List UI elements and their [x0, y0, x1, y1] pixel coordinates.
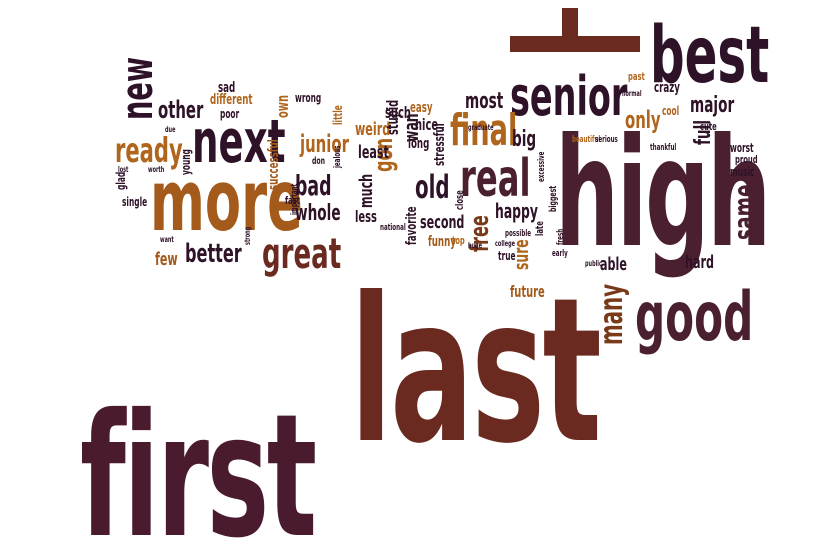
cloud-word-graduate: graduate	[468, 123, 494, 133]
cloud-word-stressful: stressful	[431, 123, 448, 166]
cloud-word-whole: whole	[295, 201, 341, 226]
cloud-word-senior: senior	[510, 65, 628, 129]
cloud-word-excessive: excessive	[536, 152, 547, 182]
cloud-word-most: most	[465, 89, 503, 114]
cloud-word-lost: lost	[118, 165, 129, 175]
cloud-word-strong: strong	[243, 227, 253, 245]
cloud-word-real: real	[460, 149, 531, 209]
cloud-word-crazy: crazy	[654, 79, 680, 96]
cloud-word-next: next	[192, 107, 285, 177]
cloud-word-full: full	[691, 120, 716, 145]
cloud-word-much: much	[355, 174, 377, 208]
cloud-word-national: national	[380, 222, 406, 233]
cloud-word-young: young	[180, 149, 193, 175]
cloud-word-old: old	[415, 169, 450, 206]
cloud-word-cute: cute	[700, 122, 717, 134]
cloud-word-sure: sure	[510, 239, 533, 270]
cloud-word-own: own	[275, 95, 293, 118]
cloud-word-little: little	[332, 105, 345, 125]
cloud-word-early: early	[552, 248, 568, 259]
cloud-word-poor: poor	[220, 108, 239, 121]
decorative-glyph-fragment	[510, 8, 640, 52]
cloud-word-same: same	[727, 184, 762, 240]
cloud-word-new: new	[111, 57, 163, 120]
cloud-word-normal: normal	[622, 89, 642, 99]
cloud-word-first: first	[80, 379, 315, 555]
cloud-word-favorite: favorite	[403, 206, 420, 245]
cloud-word-easy: easy	[410, 99, 433, 116]
cloud-word-successful: successful	[265, 139, 282, 190]
cloud-word-future: future	[510, 284, 545, 302]
cloud-word-big: big	[512, 127, 536, 152]
cloud-word-possible: possible	[505, 228, 531, 239]
cloud-word-proud: proud	[735, 155, 758, 167]
cloud-word-weird: weird	[355, 118, 390, 140]
cloud-word-ready: ready	[115, 131, 183, 171]
cloud-word-true: true	[498, 250, 516, 263]
cloud-word-happy: happy	[495, 200, 538, 223]
cloud-word-second: second	[420, 211, 464, 233]
cloud-word-thankful: thankful	[650, 142, 676, 153]
cloud-word-many: many	[593, 284, 630, 345]
cloud-word-last: last	[350, 256, 599, 488]
cloud-word-final: final	[450, 104, 517, 156]
cloud-word-better: better	[185, 239, 242, 269]
cloud-word-fast: fast	[285, 196, 300, 208]
cloud-word-biggest: biggest	[546, 186, 558, 212]
cloud-word-music: music	[730, 166, 754, 179]
cloud-word-college: college	[495, 239, 515, 249]
cloud-word-serious: serious	[595, 134, 618, 145]
cloud-word-least: least	[358, 141, 389, 163]
cloud-word-free: free	[465, 215, 495, 252]
cloud-word-great: great	[262, 231, 341, 279]
cloud-word-close: close	[455, 190, 467, 210]
cloud-word-long: long	[408, 135, 429, 152]
cloud-word-less: less	[355, 209, 377, 227]
cloud-word-fresh: fresh	[555, 229, 566, 245]
cloud-word-such: such	[385, 105, 411, 123]
cloud-word-few: few	[155, 248, 178, 270]
cloud-word-single: single	[122, 196, 147, 209]
cloud-word-sad: sad	[218, 79, 235, 96]
cloud-word-bad: bad	[295, 170, 332, 202]
cloud-word-public: public	[585, 259, 602, 269]
cloud-word-cool: cool	[662, 105, 679, 118]
cloud-word-junior: junior	[299, 129, 349, 158]
cloud-word-want: want	[160, 235, 174, 245]
cloud-word-due: due	[165, 125, 176, 135]
glyph-bar-vertical	[562, 8, 578, 52]
cloud-word-important: important	[289, 183, 300, 215]
cloud-word-stupid: stupid	[385, 100, 403, 135]
cloud-word-jealous: jealous	[332, 145, 343, 169]
cloud-word-nice: nice	[415, 117, 438, 135]
cloud-word-worst: worst	[730, 142, 754, 155]
cloud-word-wrong: wrong	[295, 92, 321, 105]
cloud-word-good: good	[635, 277, 753, 356]
cloud-word-past: past	[628, 72, 645, 84]
cloud-word-worth: worth	[148, 165, 165, 175]
cloud-word-don: don	[312, 154, 325, 166]
cloud-word-able: able	[600, 253, 627, 275]
cloud-word-beautiful: beautiful	[572, 134, 600, 145]
cloud-word-funny: funny	[428, 233, 456, 250]
cloud-word-huge: huge	[468, 241, 482, 251]
cloud-word-major: major	[690, 93, 734, 118]
cloud-word-wan: wan	[400, 113, 423, 142]
cloud-word-gon: gon	[369, 138, 399, 172]
cloud-word-only: only	[625, 105, 661, 134]
cloud-word-late: late	[535, 221, 547, 236]
cloud-word-other: other	[158, 95, 203, 124]
cloud-word-more: more	[150, 151, 303, 251]
cloud-word-top: top	[452, 236, 465, 248]
cloud-word-different: different	[210, 91, 253, 108]
cloud-word-high: high	[555, 107, 769, 282]
cloud-word-hard: hard	[685, 251, 714, 273]
cloud-word-glad: glad	[115, 172, 128, 190]
cloud-word-best: best	[650, 11, 769, 101]
